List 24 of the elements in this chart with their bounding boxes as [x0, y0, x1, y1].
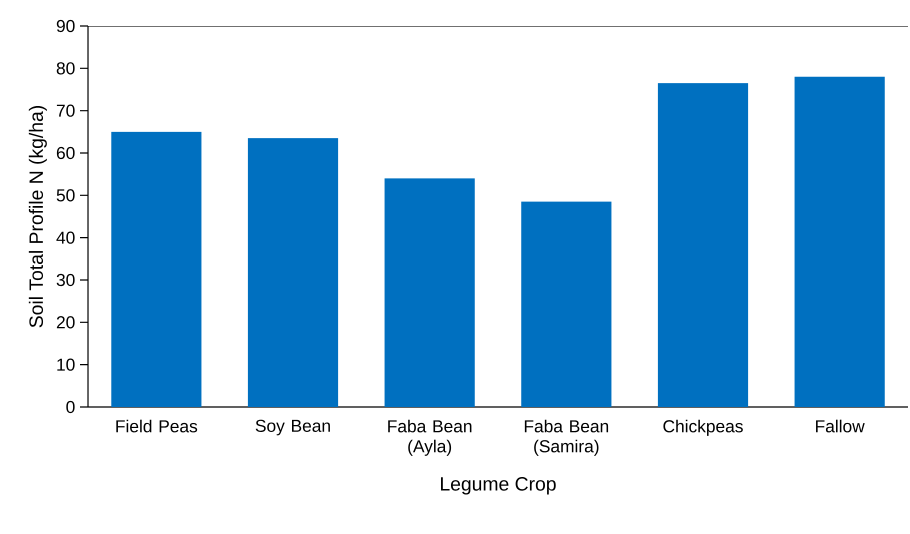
- y-tick-label: 80: [56, 62, 75, 74]
- x-axis-title: Legume Crop: [441, 477, 556, 495]
- bar: [658, 83, 748, 407]
- y-tick-label: 90: [56, 20, 75, 32]
- x-tick-label: Faba Bean (Ayla): [388, 420, 472, 456]
- y-tick-label: 10: [57, 358, 75, 371]
- y-tick-label: 70: [56, 104, 75, 117]
- y-tick-label: 30: [56, 274, 75, 286]
- y-tick-label: 40: [56, 232, 75, 244]
- bar: [111, 132, 202, 407]
- bar: [521, 202, 612, 407]
- bar: [248, 138, 338, 407]
- y-tick-label: 60: [56, 146, 75, 160]
- x-tick-label: Faba Bean (Samira): [524, 420, 608, 456]
- y-axis-title: Soil Total Profile N (kg/ha): [28, 106, 47, 328]
- x-tick-label: Chickpeas: [663, 420, 743, 436]
- y-tick-label: 0: [66, 400, 75, 414]
- bar: [384, 178, 475, 407]
- x-tick-label: Field Peas: [116, 420, 198, 432]
- y-tick-label: 20: [56, 316, 75, 328]
- x-tick-label: Soy Bean: [256, 420, 330, 436]
- y-tick-label: 50: [56, 189, 75, 202]
- bar: [794, 76, 885, 407]
- x-tick-label: Fallow: [816, 420, 865, 432]
